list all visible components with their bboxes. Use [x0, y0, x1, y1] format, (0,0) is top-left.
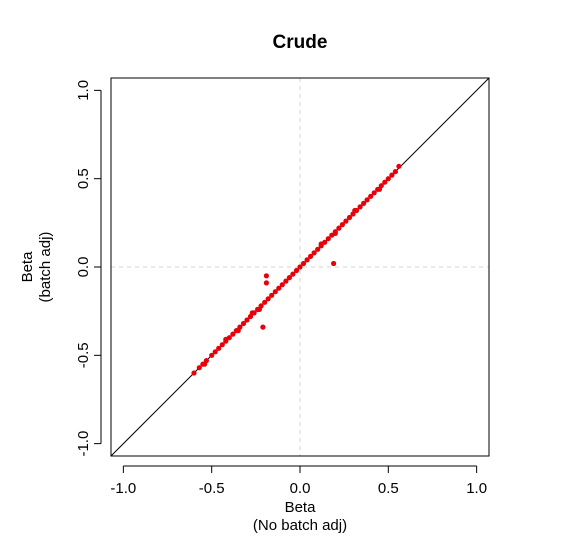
- data-point: [263, 280, 269, 286]
- data-point: [376, 186, 383, 192]
- data-point: [304, 257, 310, 263]
- data-point: [262, 299, 268, 305]
- data-point: [209, 352, 215, 358]
- x-axis-label: Beta: [285, 499, 317, 516]
- data-point: [346, 214, 353, 221]
- y-tick-label: 1.0: [75, 80, 92, 101]
- data-point: [244, 317, 250, 323]
- y-tick-label: 0.0: [75, 257, 92, 278]
- x-axis: -1.0 -0.5 0.0 0.5 1.0: [110, 465, 487, 497]
- plot-frame: [110, 77, 490, 457]
- y-tick-label: 0.5: [75, 168, 92, 189]
- data-point: [371, 190, 377, 196]
- data-point: [269, 292, 275, 298]
- data-point: [336, 225, 342, 231]
- data-point: [256, 306, 262, 312]
- data-point: [263, 273, 269, 279]
- data-points: [191, 163, 402, 376]
- y-axis-label: Beta: [19, 251, 36, 283]
- data-point: [297, 264, 303, 270]
- x-tick-label: 0.0: [290, 480, 311, 497]
- data-point: [249, 310, 255, 316]
- y-axis-sublabel: (batch adj): [37, 232, 54, 303]
- x-tick-label: 1.0: [466, 480, 487, 497]
- data-point: [276, 285, 282, 291]
- data-point: [315, 246, 321, 252]
- data-point: [235, 328, 241, 334]
- x-axis-sublabel: (No batch adj): [253, 517, 347, 534]
- chart-title: Crude: [273, 32, 328, 53]
- data-point: [382, 179, 388, 185]
- data-point: [240, 320, 247, 327]
- data-point: [272, 289, 278, 295]
- data-point: [364, 197, 370, 203]
- data-point: [191, 370, 197, 376]
- x-tick-label: -0.5: [199, 480, 225, 497]
- data-point: [311, 250, 317, 256]
- data-point: [283, 278, 289, 284]
- y-axis: -1.0 -0.5 0.0 0.5 1.0: [75, 80, 102, 457]
- data-point: [219, 342, 225, 348]
- x-tick-label: 0.5: [378, 480, 399, 497]
- data-point: [196, 365, 202, 371]
- data-point: [212, 349, 218, 355]
- y-tick-label: -1.0: [75, 431, 92, 457]
- data-point: [290, 271, 296, 277]
- y-tick-label: -0.5: [75, 342, 92, 368]
- data-point: [223, 336, 229, 342]
- data-point: [392, 169, 398, 175]
- data-point: [361, 200, 367, 206]
- data-point: [332, 230, 338, 236]
- data-point: [325, 236, 331, 242]
- data-point: [389, 172, 395, 178]
- data-point: [202, 361, 208, 367]
- data-point: [352, 207, 358, 214]
- data-point: [331, 260, 337, 267]
- data-point: [318, 241, 324, 247]
- data-point: [308, 253, 314, 259]
- data-point: [339, 222, 345, 228]
- data-point: [293, 267, 300, 274]
- data-point: [279, 282, 285, 288]
- x-tick-label: -1.0: [110, 480, 136, 497]
- data-point: [368, 193, 374, 199]
- data-point: [343, 218, 349, 224]
- data-point: [286, 275, 292, 281]
- data-point: [265, 296, 271, 302]
- data-point: [357, 204, 363, 210]
- data-point: [396, 163, 402, 169]
- data-point: [260, 324, 266, 330]
- data-point: [230, 331, 236, 337]
- data-point: [385, 176, 391, 182]
- data-point: [216, 345, 222, 351]
- data-point: [300, 260, 307, 267]
